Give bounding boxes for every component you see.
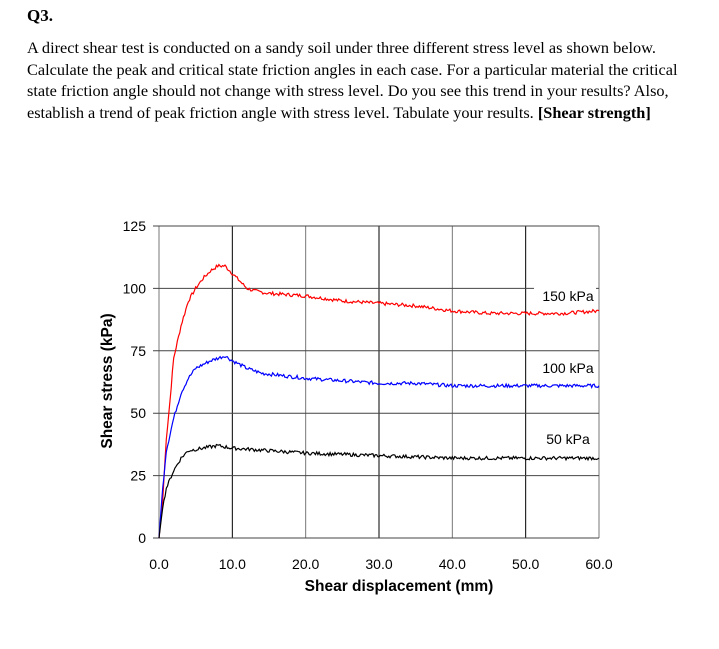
y-tick-label: 25 [130, 468, 146, 484]
series-lines [158, 263, 600, 539]
x-tick-label: 50.0 [512, 556, 539, 572]
x-tick-label: 10.0 [219, 556, 246, 572]
series-line-50-kPa [158, 443, 600, 539]
question-text: A direct shear test is conducted on a sa… [27, 37, 697, 123]
topic-tag: [Shear strength] [537, 102, 651, 122]
y-tick-label: 125 [123, 218, 147, 234]
series-label: 150 kPa [542, 288, 594, 304]
x-axis-label: Shear displacement (mm) [305, 578, 494, 595]
series-line-100-kPa [158, 355, 600, 539]
y-tick-label: 100 [123, 280, 147, 296]
tick-labels: 0.0 10.0 20.0 30.0 40.0 50.0 60.0 0 25 50 75 100 125 [123, 218, 613, 572]
x-tick-label: 40.0 [439, 556, 466, 572]
question-number: Q3. [27, 6, 53, 25]
series-labels: 150 kPa 100 kPa 50 kPa [534, 286, 596, 447]
label-background [534, 429, 596, 447]
grid [153, 225, 600, 539]
y-tick-label: 75 [130, 343, 146, 359]
y-tick-label: 50 [130, 405, 146, 421]
label-background [534, 286, 596, 304]
x-tick-label: 0.0 [149, 556, 169, 572]
y-axis-label: Shear stress (kPa) [99, 313, 116, 448]
x-tick-label: 20.0 [292, 556, 319, 572]
question-body: A direct shear test is conducted on a sa… [27, 38, 678, 122]
series-label: 100 kPa [542, 360, 594, 376]
series-label: 50 kPa [546, 431, 590, 447]
label-background [534, 358, 596, 376]
x-tick-label: 60.0 [585, 556, 612, 572]
x-tick-label: 30.0 [365, 556, 392, 572]
y-tick-label: 0 [138, 530, 146, 546]
series-line-150-kPa [158, 263, 600, 539]
